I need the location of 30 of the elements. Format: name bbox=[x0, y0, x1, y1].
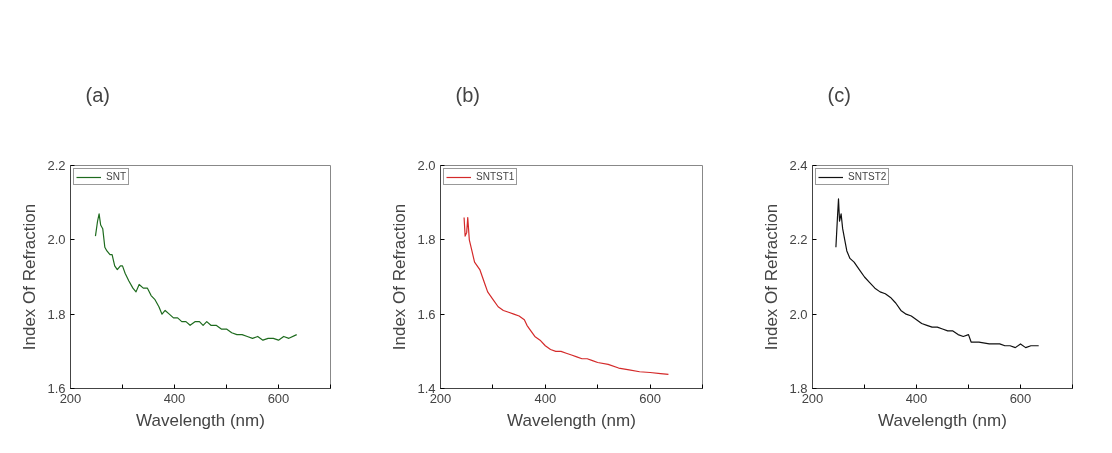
x-tick-label: 400 bbox=[905, 390, 928, 406]
x-tick-label: 600 bbox=[1009, 390, 1032, 406]
y-tick-label: 2.0 bbox=[789, 306, 808, 322]
y-tick-label: 2.0 bbox=[47, 232, 66, 248]
chart-title: (b) bbox=[455, 83, 480, 106]
legend-label: SNT bbox=[106, 171, 126, 182]
y-tick-label: 2.0 bbox=[417, 158, 436, 173]
line-series bbox=[835, 198, 1040, 349]
y-axis-title: Index Of Refraction bbox=[390, 203, 410, 351]
y-axis-title: Index Of Refraction bbox=[20, 203, 40, 351]
y-tick-label: 2.4 bbox=[789, 158, 808, 173]
line-series bbox=[94, 213, 298, 341]
x-axis-title: Wavelength (nm) bbox=[136, 410, 265, 430]
legend-label: SNTST2 bbox=[848, 171, 887, 182]
y-tick-label: 1.8 bbox=[47, 306, 66, 322]
y-tick-label: 1.6 bbox=[417, 306, 436, 322]
x-tick-label: 400 bbox=[534, 390, 557, 406]
y-tick-label: 2.2 bbox=[789, 232, 808, 248]
y-tick-label: 1.8 bbox=[417, 232, 436, 248]
legend-label: SNTST1 bbox=[476, 171, 515, 182]
x-tick-label: 400 bbox=[163, 390, 186, 406]
x-axis-title: Wavelength (nm) bbox=[507, 410, 636, 430]
chart-title: (c) bbox=[827, 83, 851, 106]
y-axis-title: Index Of Refraction bbox=[762, 203, 782, 351]
chart-title: (a) bbox=[85, 83, 110, 106]
line-series bbox=[463, 216, 670, 375]
x-tick-label: 600 bbox=[267, 390, 290, 406]
x-axis-title: Wavelength (nm) bbox=[878, 410, 1007, 430]
y-tick-label: 2.2 bbox=[47, 158, 66, 173]
x-tick-label: 600 bbox=[639, 390, 661, 406]
